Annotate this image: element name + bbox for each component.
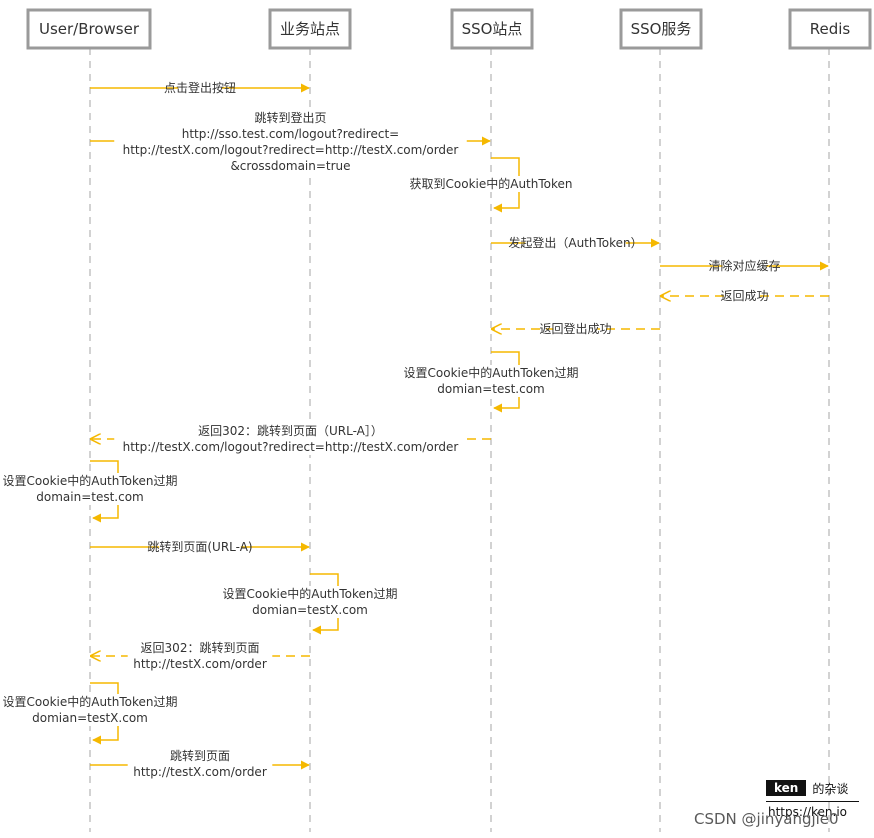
label-background: [114, 110, 467, 174]
watermark-brand-logo: ken: [766, 780, 807, 796]
message-label-line: 返回302：跳转到页面（URL-A］）: [198, 423, 383, 438]
label-background: [20, 473, 160, 505]
message-label-line: 设置Cookie中的AuthToken过期: [404, 365, 579, 380]
message-label-line: 点击登出按钮: [164, 80, 236, 95]
message-9: 返回302：跳转到页面（URL-A］） http://testX.com/logo…: [91, 423, 491, 455]
message-5: 清除对应缓存: [660, 258, 829, 274]
message-label-line: 设置Cookie中的AuthToken过期: [3, 473, 178, 488]
message-label-line: http://sso.test.com/logout?redirect=: [182, 127, 399, 141]
message-label-line: 跳转到页面: [170, 748, 230, 763]
message-label-line: 返回成功: [720, 289, 768, 303]
message-1: 点击登出按钮: [90, 80, 310, 96]
message-3: 获取到Cookie中的AuthToken: [410, 157, 573, 213]
message-12: 设置Cookie中的AuthToken过期 domian=testX.com: [223, 573, 398, 635]
message-label-line: 获取到Cookie中的AuthToken: [410, 176, 573, 191]
participant-box: [26, 8, 152, 50]
message-label-line: 跳转到页面(URL-A): [147, 539, 252, 554]
watermark-url: https://ken.io: [768, 805, 848, 819]
message-label-line: 设置Cookie中的AuthToken过期: [223, 586, 398, 601]
participant-box: [788, 8, 872, 50]
watermark-divider: [766, 801, 859, 802]
message-label-line: domain=test.com: [36, 490, 143, 504]
label-background: [127, 640, 273, 672]
label-background: [240, 586, 380, 618]
message-10: 设置Cookie中的AuthToken过期 domain=test.com: [3, 460, 178, 523]
participant-box: [268, 8, 352, 50]
label-background: [114, 423, 467, 455]
watermark: ken 的杂谈: [766, 779, 866, 833]
participant-label: 业务站点: [280, 20, 340, 38]
message-label-line: http://testX.com/logout?redirect=http://…: [123, 440, 459, 454]
label-background: [722, 258, 767, 274]
participant-label: SSO站点: [462, 20, 523, 38]
participant-label: Redis: [810, 20, 851, 38]
message-label-line: http://testX.com/logout?redirect=http://…: [123, 143, 459, 157]
message-6: 返回成功: [661, 288, 829, 304]
message-label-line: domian=test.com: [437, 382, 544, 396]
participant-label: SSO服务: [631, 20, 692, 38]
participant-redis: Redis: [788, 8, 872, 50]
message-14: 设置Cookie中的AuthToken过期 domian=testX.com: [3, 682, 178, 745]
message-15: 跳转到页面 http://testX.com/order: [90, 748, 310, 780]
participant-sso_site: SSO站点: [450, 8, 534, 50]
participants: User/Browser 业务站点 SSO站点 SSO服务 Redis: [26, 8, 872, 50]
message-label-line: http://testX.com/order: [133, 765, 267, 779]
message-2: 跳转到登出页 http://sso.test.com/logout?redirec…: [90, 110, 491, 174]
label-background: [178, 80, 222, 96]
label-background: [127, 748, 273, 780]
message-label-line: 发起登出（AuthToken）: [508, 235, 642, 250]
message-label-line: 跳转到登出页: [254, 110, 326, 125]
participant-label: User/Browser: [39, 20, 140, 38]
message-11: 跳转到页面(URL-A): [90, 539, 310, 555]
label-background: [159, 539, 241, 555]
participant-browser: User/Browser: [26, 8, 152, 50]
message-13: 返回302：跳转到页面 http://testX.com/order: [91, 640, 310, 672]
message-label-line: &crossdomain=true: [230, 159, 350, 173]
watermark-brand-suffix: 的杂谈: [812, 781, 849, 796]
label-background: [425, 176, 557, 192]
message-label-line: domian=testX.com: [252, 603, 368, 617]
message-label-line: 返回登出成功: [539, 321, 611, 336]
message-label-line: domian=testX.com: [32, 711, 148, 725]
label-background: [728, 288, 761, 304]
message-8: 设置Cookie中的AuthToken过期 domian=test.com: [404, 351, 579, 413]
participant-biz: 业务站点: [268, 8, 352, 50]
label-background: [20, 694, 160, 726]
message-label-line: 清除对应缓存: [708, 258, 780, 273]
label-background: [553, 321, 598, 337]
participant-box: [619, 8, 703, 50]
csdn-watermark: CSDN @jinyangjie0: [694, 810, 839, 828]
message-4: 发起登出（AuthToken）: [491, 235, 660, 251]
participant-box: [450, 8, 534, 50]
participant-sso_svc: SSO服务: [619, 8, 703, 50]
label-background: [525, 235, 626, 251]
label-background: [421, 365, 561, 397]
message-label-line: 返回302：跳转到页面: [141, 640, 260, 655]
message-7: 返回登出成功: [492, 321, 660, 337]
message-label-line: http://testX.com/order: [133, 657, 267, 671]
message-label-line: 设置Cookie中的AuthToken过期: [3, 694, 178, 709]
